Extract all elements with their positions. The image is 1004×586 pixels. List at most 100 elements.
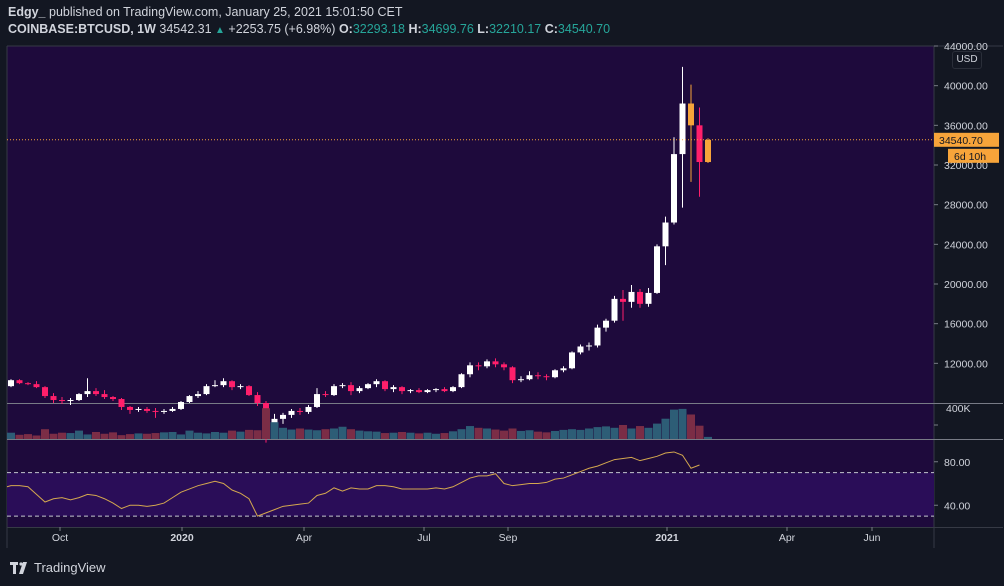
candle-body (424, 390, 431, 393)
price-change: +2253.75 (+6.98%) (228, 22, 336, 36)
volume-bar (228, 430, 236, 439)
volume-bar (525, 430, 534, 439)
volume-bar (619, 425, 627, 439)
up-triangle-icon: ▲ (215, 25, 225, 36)
volume-bar (287, 429, 296, 439)
author-name[interactable]: Edgy_ (8, 5, 46, 19)
volume-bar (653, 423, 661, 439)
candle-body (178, 402, 184, 409)
candle-body (535, 375, 541, 377)
volume-bar (279, 427, 287, 439)
rsi-axis-label: 40.00 (944, 500, 970, 512)
volume-bar (151, 433, 160, 439)
open-label: O: (338, 22, 353, 36)
candle-body (229, 381, 235, 388)
candle-body (152, 410, 159, 412)
low-label: L: (477, 22, 490, 36)
candle-body (101, 394, 108, 398)
candle-body (518, 379, 524, 381)
candle-body (93, 391, 99, 395)
price-axis-label: 36000.00 (944, 120, 988, 132)
candle-body (603, 320, 609, 328)
volume-bar (491, 429, 500, 439)
volume-bar (313, 430, 321, 439)
volume-bar (219, 432, 228, 439)
volume-bar (253, 430, 262, 439)
volume-bar (551, 430, 559, 439)
time-axis-label: Sep (499, 532, 518, 544)
rsi-line (6, 451, 700, 517)
candle-body (501, 364, 507, 368)
candle-body (696, 125, 703, 163)
candle-body (288, 410, 295, 415)
volume-bar (687, 414, 695, 439)
volume-bar (66, 433, 75, 439)
candle-body (543, 376, 550, 378)
candle-body (433, 389, 439, 391)
volume-bar (270, 422, 279, 439)
price-chart[interactable]: 12000.00 16000.00 20000.00 24000.00 28000.00… (0, 0, 1004, 548)
volume-bar (245, 429, 253, 439)
time-axis-label: Jun (864, 532, 881, 544)
symbol-name[interactable]: COINBASE:BTCUSD, 1W (8, 22, 156, 36)
volume-bar (75, 430, 83, 439)
price-axis-label: 44000.00 (944, 41, 988, 53)
volume-bar (296, 428, 304, 439)
volume-bar (534, 431, 542, 439)
candle-body (577, 346, 584, 353)
volume-bar (321, 429, 330, 439)
volume-bar (695, 425, 704, 439)
volume-bar (602, 426, 610, 439)
candle-body (220, 381, 227, 386)
candle-body (620, 298, 626, 302)
volume-bar (160, 432, 168, 439)
candle-body (67, 400, 74, 402)
volume-bar (644, 427, 653, 439)
volume-bar (109, 432, 117, 439)
volume-bar (211, 432, 219, 439)
candle-body (390, 387, 397, 390)
volume-bar (381, 433, 389, 439)
tradingview-brand[interactable]: TradingView (34, 560, 106, 575)
currency-button[interactable]: USD (952, 51, 982, 69)
candle-body (382, 381, 388, 390)
published-text: published on TradingView.com, January 25… (49, 5, 403, 19)
price-axis-label: 16000.00 (944, 319, 988, 331)
candle-body (373, 381, 380, 385)
volume-bar (347, 429, 355, 439)
price-pane-bg (7, 46, 934, 403)
open-value: 32293.18 (352, 22, 405, 36)
volume-bar (398, 432, 406, 439)
volume-bar (389, 432, 398, 439)
volume-bar (338, 426, 347, 439)
last-price-tag (934, 132, 999, 147)
volume-bar (58, 432, 66, 439)
price-axis-label: 28000.00 (944, 200, 988, 212)
volume-bar (372, 431, 381, 439)
candle-body (416, 390, 422, 393)
candle-body (645, 292, 652, 304)
candle-body (50, 396, 57, 401)
candle-body (169, 408, 176, 411)
volume-bar (483, 428, 491, 439)
close-value: 34540.70 (557, 22, 611, 36)
candle-body (118, 399, 125, 407)
volume-bar (415, 433, 423, 439)
volume-bar (117, 435, 126, 439)
volume-bar (236, 431, 245, 439)
candle-body (356, 388, 363, 392)
candle-body (314, 394, 320, 407)
candle-body (679, 103, 686, 155)
volume-bar (559, 429, 568, 439)
candle-body (467, 365, 473, 375)
volume-bar (134, 433, 143, 439)
rsi-band-fill (7, 472, 934, 517)
volume-bar (168, 432, 177, 439)
candle-body (246, 386, 252, 396)
volume-bar (100, 433, 109, 439)
volume-bar (15, 434, 24, 439)
volume-bar (517, 430, 525, 439)
candle-body (348, 385, 354, 392)
candle-body (475, 365, 482, 367)
candle-body (637, 291, 643, 304)
